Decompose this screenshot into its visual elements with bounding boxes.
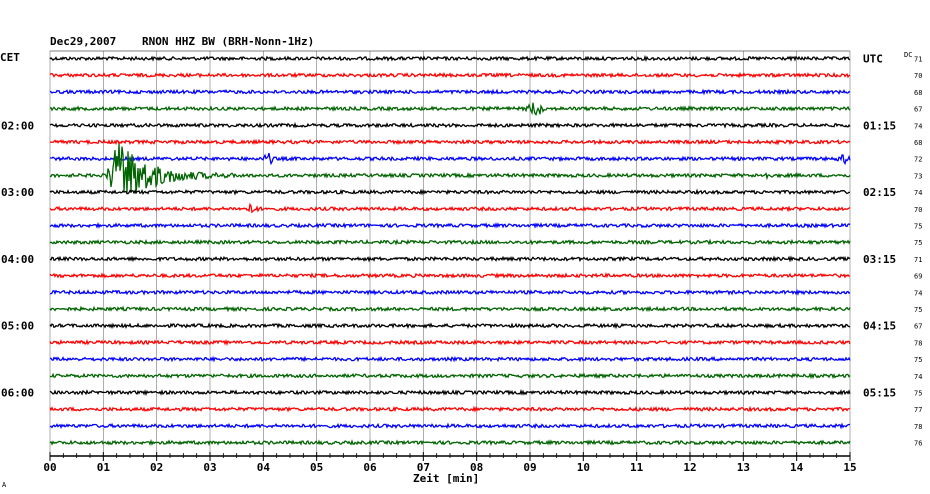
dc-offset-label: 72: [914, 156, 922, 164]
seismogram-trace: [50, 358, 850, 361]
seismogram-trace: [50, 441, 850, 444]
dc-offset-label: 75: [914, 223, 922, 231]
seismogram-trace: [50, 424, 850, 427]
dc-offset-label: 78: [914, 339, 922, 347]
x-tick-label: 05: [310, 461, 323, 474]
right-hour-label: UTC: [863, 53, 883, 66]
right-hour-label: 03:15: [863, 253, 896, 266]
seismogram-trace: [50, 241, 850, 244]
seismogram-trace: [50, 205, 850, 213]
label-group: 00 01 02 03 04 05 06 07 08 09 10 11 12 13 14 15 02:00 03:…: [1, 53, 922, 475]
left-hour-label: 05:00: [1, 320, 34, 333]
dc-offset-label: 75: [914, 356, 922, 364]
x-tick-label: 15: [843, 461, 856, 474]
x-tick-label: 10: [577, 461, 590, 474]
seismogram-trace: [50, 291, 850, 294]
seismogram-trace: [50, 124, 850, 127]
right-hour-label: 02:15: [863, 186, 896, 199]
x-tick-label: 08: [470, 461, 483, 474]
seismogram-trace: [50, 140, 850, 143]
x-tick-label: 11: [630, 461, 644, 474]
dc-offset-label: 73: [914, 172, 922, 180]
x-tick-label: 12: [683, 461, 696, 474]
grid-lines: [50, 51, 850, 461]
seismogram-trace: [50, 74, 850, 77]
x-tick-label: 04: [257, 461, 271, 474]
seismogram-trace: [50, 341, 850, 344]
dc-offset-label: 71: [914, 56, 922, 64]
dc-offset-label: 74: [914, 122, 922, 130]
dc-offset-label: 75: [914, 306, 922, 314]
seismogram-trace: [50, 307, 850, 310]
x-tick-label: 03: [203, 461, 216, 474]
x-tick-label: 01: [97, 461, 111, 474]
x-tick-label: 13: [737, 461, 750, 474]
footnote-mark: A: [2, 481, 7, 489]
dc-offset-label: 74: [914, 189, 922, 197]
x-tick-label: 06: [363, 461, 377, 474]
header-date: Dec29,2007: [50, 35, 116, 48]
dc-offset-label: 68: [914, 139, 922, 147]
right-hour-label: 04:15: [863, 320, 896, 333]
seismogram-trace: [50, 144, 850, 194]
dc-offset-label: 76: [914, 440, 922, 448]
seismogram-trace: [50, 153, 850, 164]
dc-offset-label: 71: [914, 256, 922, 264]
dc-offset-label: 75: [914, 390, 922, 398]
left-hour-label: 02:00: [1, 119, 34, 132]
seismogram-trace: [50, 391, 850, 394]
left-zone-label: CET: [0, 51, 20, 64]
dc-offset-label: 77: [914, 406, 922, 414]
x-tick-label: 00: [43, 461, 56, 474]
seismogram-trace: [50, 374, 850, 377]
x-tick-label: 09: [523, 461, 536, 474]
seismogram-trace: [50, 103, 850, 115]
dc-offset-label: 75: [914, 239, 922, 247]
seismogram-trace: [50, 191, 850, 194]
right-hour-label: 05:15: [863, 387, 896, 400]
seismogram-trace: [50, 257, 850, 260]
dc-offset-label: 67: [914, 106, 922, 114]
header-station: RNON HHZ BW (BRH-Nonn-1Hz): [142, 35, 314, 48]
trace-group: [50, 57, 850, 444]
dc-offset-label: 67: [914, 323, 922, 331]
dc-offset-label: 69: [914, 273, 922, 281]
left-hour-label: 04:00: [1, 253, 34, 266]
seismogram-trace: [50, 408, 850, 411]
dc-header-label: DC: [904, 51, 912, 59]
seismogram-trace: [50, 324, 850, 327]
x-tick-label: 02: [150, 461, 163, 474]
dc-offset-label: 70: [914, 72, 922, 80]
dc-offset-label: 70: [914, 206, 922, 214]
seismogram-trace: [50, 57, 850, 60]
dc-offset-label: 74: [914, 373, 922, 381]
seismogram-trace: [50, 90, 850, 93]
dc-offset-label: 68: [914, 89, 922, 97]
seismogram-trace: [50, 224, 850, 227]
seismogram-trace: [50, 274, 850, 277]
left-hour-label: 06:00: [1, 387, 34, 400]
right-hour-label: 01:15: [863, 119, 896, 132]
dc-offset-label: 74: [914, 289, 922, 297]
x-tick-label: 07: [417, 461, 430, 474]
dc-offset-label: 78: [914, 423, 922, 431]
x-tick-label: 14: [790, 461, 804, 474]
left-hour-label: 03:00: [1, 186, 34, 199]
